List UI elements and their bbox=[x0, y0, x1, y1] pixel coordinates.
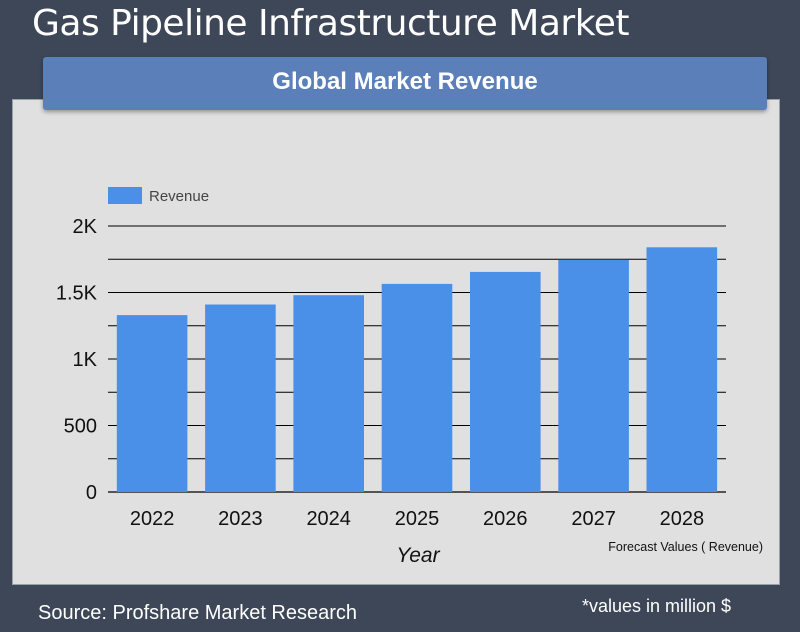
y-tick-label: 500 bbox=[64, 416, 97, 438]
bar-2024 bbox=[293, 295, 364, 492]
axis-labels: 2022 2023 2024 2025 2026 2027 2028 0 500 1K 1.5K 2K bbox=[56, 216, 704, 530]
source-text: Source: Profshare Market Research bbox=[38, 602, 358, 624]
bar-2028 bbox=[646, 247, 718, 492]
legend-swatch bbox=[108, 187, 142, 204]
x-tick-label: 2023 bbox=[218, 508, 263, 530]
bar-2025 bbox=[381, 283, 453, 492]
bar-2027 bbox=[558, 259, 629, 492]
bars bbox=[116, 247, 718, 492]
x-tick-label: 2024 bbox=[306, 508, 351, 530]
y-tick-label: 1K bbox=[73, 349, 98, 371]
x-tick-label: 2022 bbox=[130, 508, 175, 530]
x-tick-label: 2027 bbox=[571, 508, 616, 530]
legend-label: Revenue bbox=[149, 188, 209, 205]
y-tick-label: 0 bbox=[86, 482, 97, 504]
x-tick-label: 2028 bbox=[660, 508, 705, 530]
units-note: *values in million $ bbox=[582, 596, 732, 616]
forecast-annotation: Forecast Values ( Revenue) bbox=[608, 540, 763, 554]
chart-banner-title: Global Market Revenue bbox=[43, 57, 767, 110]
y-tick-label: 1.5K bbox=[56, 283, 98, 305]
page-title: Gas Pipeline Infrastructure Market bbox=[32, 3, 630, 44]
x-tick-label: 2026 bbox=[483, 508, 528, 530]
legend: Revenue bbox=[108, 187, 209, 205]
x-tick-label: 2025 bbox=[395, 508, 440, 530]
x-axis-title: Year bbox=[396, 544, 440, 567]
bar-2026 bbox=[470, 271, 541, 492]
y-tick-label: 2K bbox=[73, 216, 98, 238]
bar-2022 bbox=[116, 315, 188, 492]
bar-2023 bbox=[205, 304, 276, 492]
